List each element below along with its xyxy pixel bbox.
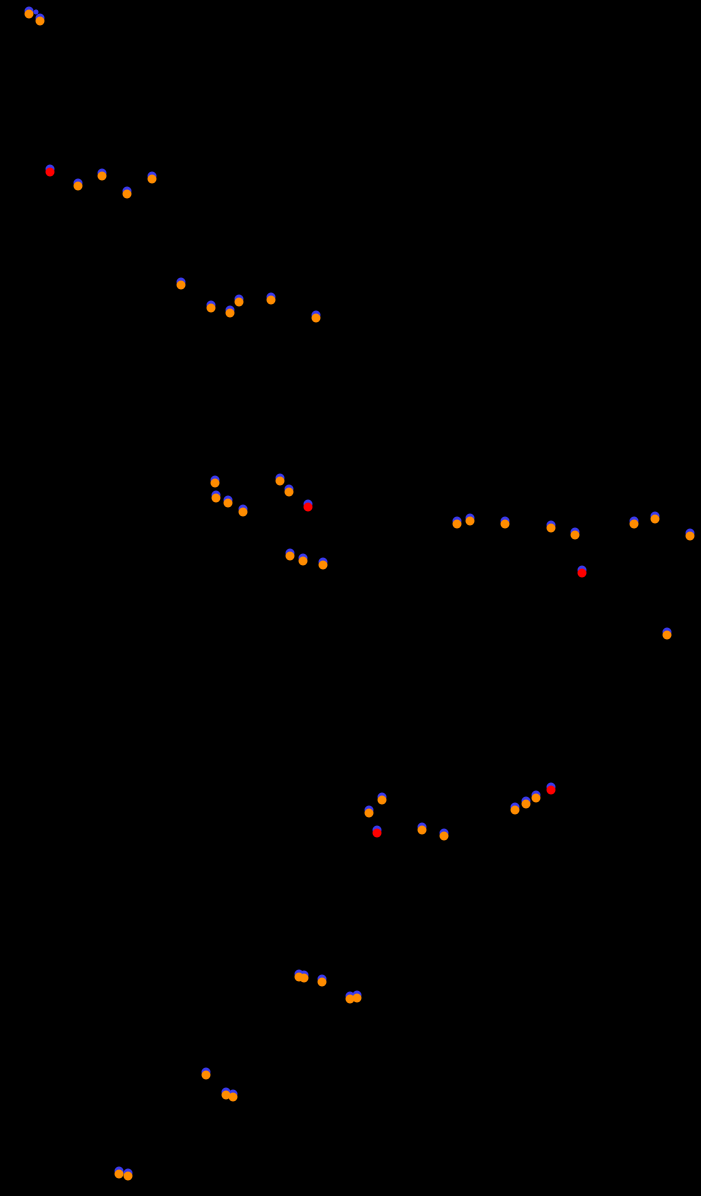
scatter-marker: [547, 524, 556, 533]
scatter-marker: [304, 503, 313, 512]
scatter-marker: [226, 309, 235, 318]
scatter-marker: [319, 561, 328, 570]
scatter-marker: [312, 314, 321, 323]
scatter-marker: [453, 520, 462, 529]
scatter-marker: [46, 168, 55, 177]
scatter-marker: [547, 786, 556, 795]
scatter-marker: [276, 477, 285, 486]
scatter-marker: [34, 10, 39, 15]
scatter-marker: [318, 978, 327, 987]
scatter-marker: [440, 832, 449, 841]
scatter-marker: [365, 809, 374, 818]
scatter-marker: [285, 488, 294, 497]
scatter-marker: [299, 557, 308, 566]
scatter-marker: [224, 499, 233, 508]
scatter-marker: [522, 800, 531, 809]
scatter-marker: [239, 508, 248, 517]
scatter-marker: [378, 796, 387, 805]
scatter-marker: [98, 172, 107, 181]
scatter-marker: [229, 1093, 238, 1102]
scatter-marker: [202, 1071, 211, 1080]
scatter-marker: [25, 10, 34, 19]
scatter-marker: [466, 517, 475, 526]
scatter-marker: [207, 304, 216, 313]
scatter-marker: [267, 296, 276, 305]
scatter-marker: [300, 974, 309, 983]
scatter-marker: [36, 17, 45, 26]
scatter-marker: [578, 569, 587, 578]
scatter-marker: [353, 994, 362, 1003]
scatter-marker: [663, 631, 672, 640]
scatter-marker: [211, 479, 220, 488]
scatter-marker: [286, 552, 295, 561]
scatter-marker: [630, 520, 639, 529]
scatter-marker: [177, 281, 186, 290]
scatter-marker: [418, 826, 427, 835]
scatter-marker: [373, 829, 382, 838]
scatter-marker: [123, 190, 132, 199]
scatter-marker: [686, 532, 695, 541]
scatter-marker: [511, 806, 520, 815]
scatter-marker: [74, 182, 83, 191]
scatter-marker: [571, 531, 580, 540]
scatter-marker: [235, 298, 244, 307]
scatter-marker: [532, 794, 541, 803]
scatter-marker: [148, 175, 157, 184]
scatter-marker: [212, 494, 221, 503]
scatter-marker: [115, 1170, 124, 1179]
scatter-marker: [501, 520, 510, 529]
scatter-plot: [0, 0, 701, 1196]
scatter-marker: [124, 1172, 133, 1181]
scatter-marker: [651, 515, 660, 524]
